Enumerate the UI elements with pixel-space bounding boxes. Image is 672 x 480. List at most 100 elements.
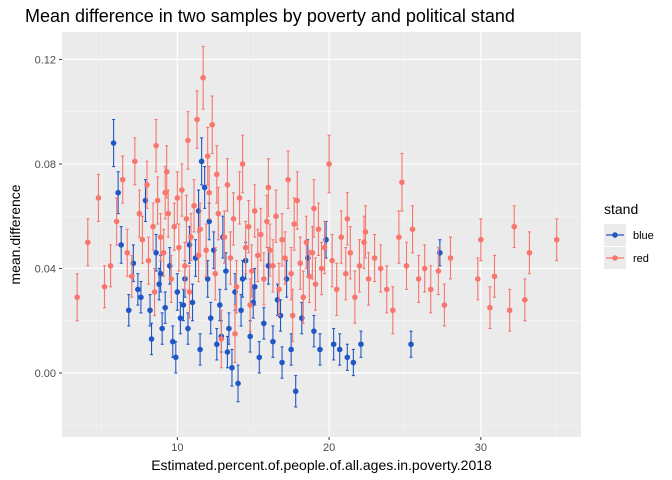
data-point <box>270 263 276 269</box>
data-point <box>174 289 181 295</box>
data-point <box>124 249 131 256</box>
data-point <box>421 265 428 272</box>
plot-panel <box>62 32 581 437</box>
data-point <box>273 213 279 220</box>
data-point <box>329 257 335 264</box>
data-point <box>207 315 214 321</box>
data-point <box>338 234 345 240</box>
data-point <box>306 273 313 280</box>
data-point <box>157 270 164 277</box>
data-point <box>506 307 513 314</box>
series-layer <box>74 45 560 408</box>
data-point <box>227 255 234 261</box>
chart-title: Mean difference in two samples by povert… <box>25 6 515 26</box>
data-point <box>371 255 378 261</box>
data-point <box>396 234 402 240</box>
data-point <box>491 273 498 280</box>
data-point <box>358 341 364 348</box>
legend-key-point <box>612 255 618 261</box>
data-point <box>147 307 153 314</box>
data-point <box>247 302 253 308</box>
data-point <box>168 276 175 282</box>
data-point <box>230 216 237 222</box>
data-point <box>350 359 357 366</box>
data-point <box>342 270 349 277</box>
data-point <box>303 239 310 246</box>
data-point <box>383 286 390 293</box>
data-point <box>441 302 448 308</box>
data-point <box>183 216 190 222</box>
data-point <box>251 208 258 214</box>
data-point <box>294 197 301 204</box>
y-tick-label: 0.00 <box>35 368 56 380</box>
data-point <box>206 218 213 225</box>
data-point <box>174 195 181 201</box>
data-point <box>347 249 354 256</box>
data-point <box>204 276 211 282</box>
data-point <box>182 263 188 269</box>
legend: stand blue red <box>604 201 654 269</box>
data-point <box>191 202 197 209</box>
data-point <box>317 346 323 353</box>
data-point <box>162 189 168 196</box>
data-point <box>144 182 150 188</box>
data-point <box>138 294 144 301</box>
data-point <box>150 223 156 230</box>
data-point <box>203 247 209 253</box>
legend-key-point <box>612 232 618 238</box>
data-point <box>288 270 294 277</box>
y-tick-label: 0.08 <box>35 159 56 171</box>
data-point <box>95 195 102 201</box>
data-point <box>522 297 528 303</box>
data-point <box>279 359 285 366</box>
data-point <box>336 346 343 353</box>
data-point <box>352 294 358 301</box>
x-tick-label: 10 <box>171 442 183 454</box>
data-point <box>279 236 285 243</box>
data-point <box>377 265 384 272</box>
legend-label: blue <box>633 230 654 242</box>
data-point <box>248 268 255 274</box>
data-point <box>415 276 422 282</box>
data-point <box>197 346 203 353</box>
legend-entries: blue red <box>604 224 654 269</box>
data-point <box>408 341 414 348</box>
data-point <box>160 249 167 256</box>
data-point <box>212 270 219 277</box>
data-point <box>257 231 264 238</box>
legend-title: stand <box>604 201 638 217</box>
data-point <box>311 205 317 212</box>
data-point <box>153 142 159 149</box>
data-point <box>270 338 276 345</box>
data-point <box>84 239 91 246</box>
data-point <box>218 336 225 342</box>
data-point <box>185 325 191 332</box>
data-point <box>125 307 132 314</box>
data-point <box>261 320 267 327</box>
data-point <box>186 289 193 295</box>
data-point <box>176 244 182 251</box>
data-point <box>333 286 340 293</box>
data-point <box>151 289 158 295</box>
data-point <box>312 281 319 287</box>
data-point <box>223 268 229 274</box>
data-point <box>129 273 135 280</box>
data-point <box>245 223 252 230</box>
data-point <box>511 223 518 230</box>
data-point <box>344 354 351 361</box>
data-point <box>309 249 316 256</box>
data-point <box>113 218 120 225</box>
data-point <box>198 158 205 165</box>
data-point <box>285 176 291 183</box>
data-point <box>200 74 206 81</box>
data-point <box>135 286 141 293</box>
data-point <box>148 336 155 342</box>
data-point <box>256 354 263 361</box>
data-point <box>179 187 185 193</box>
data-point <box>390 307 396 314</box>
data-point <box>201 184 208 191</box>
data-point <box>101 283 108 290</box>
data-point <box>264 218 270 225</box>
data-point <box>261 276 267 282</box>
